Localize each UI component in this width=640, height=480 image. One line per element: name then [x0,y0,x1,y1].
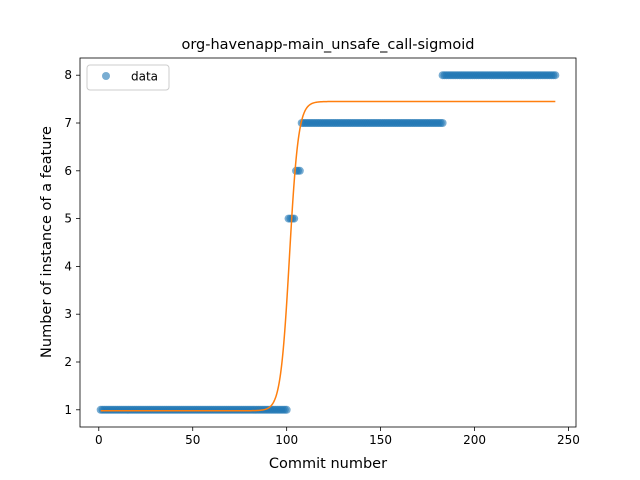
x-tick-label: 50 [185,433,200,447]
axes-layer: 0 50 100 150 200 250 1 2 3 4 5 6 7 8 [64,68,580,447]
chart-title: org-havenapp-main_unsafe_call-sigmoid [181,37,474,53]
y-tick-label: 7 [64,116,72,130]
sigmoid-fit-line [100,100,556,412]
x-tick-label: 150 [369,433,392,447]
y-tick-label: 3 [64,307,72,321]
data-layer [96,71,560,414]
data-point [551,71,560,80]
x-tick-label: 100 [275,433,298,447]
x-tick-label: 200 [463,433,486,447]
x-tick-label: 0 [95,433,103,447]
y-axis-label: Number of instance of a feature [39,126,55,358]
y-tick-label: 2 [64,355,72,369]
data-point [282,405,291,414]
data-point [295,166,304,175]
plot-frame [79,57,577,428]
legend-label: data [131,70,158,84]
y-tick-label: 8 [64,68,72,82]
x-tick-label: 250 [557,433,580,447]
legend-marker [102,72,110,80]
y-tick-label: 6 [64,164,72,178]
plot-area [80,58,576,427]
legend: data [86,64,170,91]
y-tick-label: 1 [64,403,72,417]
data-point [438,119,447,128]
y-tick-label: 4 [64,259,72,273]
x-axis-label: Commit number [269,456,387,472]
legend-box [86,64,170,91]
y-tick-label: 5 [64,212,72,226]
